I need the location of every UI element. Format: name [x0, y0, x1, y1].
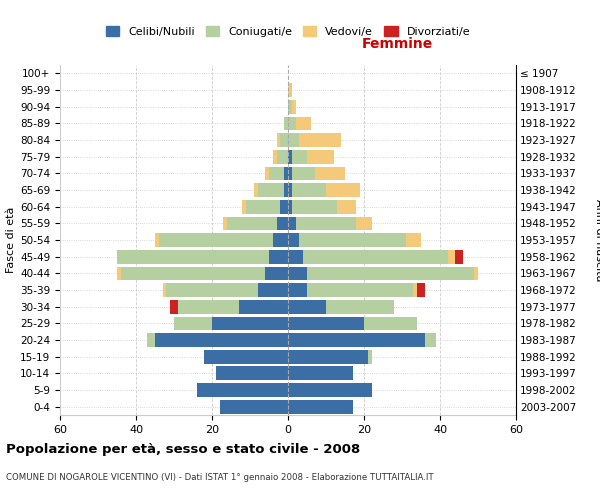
Bar	[288, 316, 364, 330]
Text: Popolazione per età, sesso e stato civile - 2008: Popolazione per età, sesso e stato civil…	[6, 442, 360, 456]
Bar	[337, 200, 356, 213]
Bar	[288, 100, 292, 114]
Y-axis label: Anni di nascita: Anni di nascita	[593, 198, 600, 281]
Bar	[364, 316, 417, 330]
Bar	[117, 250, 269, 264]
Y-axis label: Fasce di età: Fasce di età	[6, 207, 16, 273]
Bar	[227, 216, 277, 230]
Bar	[292, 200, 337, 213]
Bar	[155, 333, 288, 347]
Bar	[220, 400, 288, 413]
Bar	[288, 300, 326, 314]
Bar	[307, 150, 334, 164]
Bar	[284, 116, 288, 130]
Bar	[356, 216, 371, 230]
Bar	[299, 233, 406, 247]
Bar	[288, 366, 353, 380]
Bar	[288, 216, 296, 230]
Bar	[265, 166, 269, 180]
Bar	[288, 233, 299, 247]
Bar	[269, 250, 288, 264]
Bar	[246, 200, 280, 213]
Bar	[288, 333, 425, 347]
Bar	[277, 133, 280, 147]
Bar	[288, 83, 292, 97]
Bar	[121, 266, 265, 280]
Bar	[288, 166, 292, 180]
Bar	[273, 150, 277, 164]
Bar	[257, 183, 284, 197]
Bar	[303, 250, 448, 264]
Bar	[280, 133, 288, 147]
Bar	[288, 150, 292, 164]
Legend: Celibi/Nubili, Coniugati/e, Vedovi/e, Divorziati/e: Celibi/Nubili, Coniugati/e, Vedovi/e, Di…	[101, 22, 475, 41]
Bar	[288, 266, 307, 280]
Bar	[197, 383, 288, 397]
Bar	[148, 333, 155, 347]
Bar	[257, 283, 288, 297]
Bar	[326, 300, 394, 314]
Bar	[284, 166, 288, 180]
Text: COMUNE DI NOGAROLE VICENTINO (VI) - Dati ISTAT 1° gennaio 2008 - Elaborazione TU: COMUNE DI NOGAROLE VICENTINO (VI) - Dati…	[6, 472, 434, 482]
Bar	[166, 283, 257, 297]
Bar	[163, 283, 166, 297]
Bar	[155, 233, 159, 247]
Bar	[296, 216, 356, 230]
Bar	[292, 100, 296, 114]
Bar	[288, 183, 292, 197]
Bar	[269, 166, 284, 180]
Bar	[277, 216, 288, 230]
Bar	[284, 183, 288, 197]
Bar	[239, 300, 288, 314]
Bar	[273, 233, 288, 247]
Bar	[223, 216, 227, 230]
Text: Femmine: Femmine	[362, 37, 433, 51]
Bar	[288, 116, 296, 130]
Bar	[288, 350, 368, 364]
Bar	[288, 133, 299, 147]
Bar	[280, 200, 288, 213]
Bar	[448, 250, 455, 264]
Bar	[292, 166, 314, 180]
Bar	[277, 150, 288, 164]
Bar	[296, 116, 311, 130]
Bar	[288, 283, 307, 297]
Bar	[307, 283, 413, 297]
Bar	[265, 266, 288, 280]
Bar	[326, 183, 360, 197]
Bar	[417, 283, 425, 297]
Bar	[159, 233, 273, 247]
Bar	[292, 183, 326, 197]
Bar	[406, 233, 421, 247]
Bar	[254, 183, 257, 197]
Bar	[288, 383, 371, 397]
Bar	[216, 366, 288, 380]
Bar	[292, 150, 307, 164]
Bar	[307, 266, 474, 280]
Bar	[178, 300, 239, 314]
Bar	[368, 350, 371, 364]
Bar	[170, 300, 178, 314]
Bar	[455, 250, 463, 264]
Bar	[425, 333, 436, 347]
Bar	[242, 200, 246, 213]
Bar	[299, 133, 341, 147]
Bar	[117, 266, 121, 280]
Bar	[288, 250, 303, 264]
Bar	[413, 283, 417, 297]
Bar	[474, 266, 478, 280]
Bar	[288, 400, 353, 413]
Bar	[174, 316, 212, 330]
Bar	[314, 166, 345, 180]
Bar	[212, 316, 288, 330]
Bar	[205, 350, 288, 364]
Bar	[288, 200, 292, 213]
